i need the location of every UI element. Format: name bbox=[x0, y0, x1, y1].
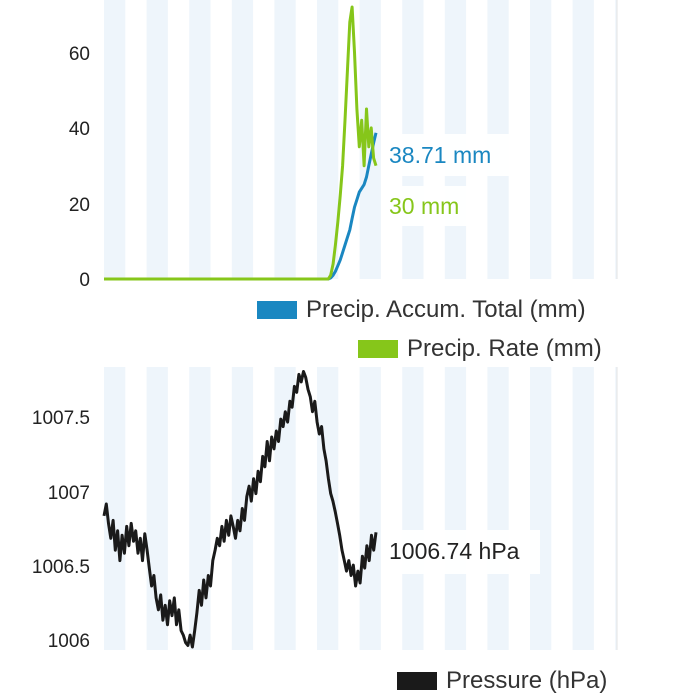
pressure-legend: Pressure (hPa) bbox=[397, 667, 607, 694]
precip-rate-series-line bbox=[104, 5, 378, 281]
legend-swatch-accum bbox=[257, 301, 297, 319]
pressure-grid-stripe bbox=[487, 367, 509, 650]
precip-grid-stripe bbox=[530, 0, 552, 279]
legend-label-accum: Precip. Accum. Total (mm) bbox=[306, 296, 586, 323]
pressure-grid-stripes bbox=[104, 367, 617, 650]
pressure-ytick-1006-5: 1006.5 bbox=[32, 557, 90, 578]
precip-ytick-60: 60 bbox=[69, 44, 90, 65]
pressure-ytick-1007-5: 1007.5 bbox=[32, 408, 90, 429]
legend-item-accum[interactable]: Precip. Accum. Total (mm) bbox=[257, 296, 586, 323]
precip-rate-callout-label: 30 mm bbox=[389, 193, 459, 219]
pressure-ytick-1006: 1006 bbox=[48, 631, 90, 652]
precip-grid-stripe bbox=[572, 0, 594, 279]
precip-grid-stripe bbox=[104, 0, 126, 279]
precip-rate-callout: 30 mm bbox=[382, 186, 476, 226]
pressure-grid-stripe bbox=[104, 367, 126, 650]
precip-ytick-0: 0 bbox=[79, 270, 90, 291]
precip-grid-stripe bbox=[231, 0, 254, 279]
precip-grid-stripe bbox=[274, 0, 296, 279]
precip-grid-stripe bbox=[146, 0, 168, 279]
legend-item-pressure[interactable]: Pressure (hPa) bbox=[397, 667, 607, 694]
pressure-grid-stripe bbox=[615, 367, 617, 650]
pressure-grid-stripe bbox=[444, 367, 467, 650]
pressure-grid-stripe bbox=[274, 367, 296, 650]
legend-swatch-pressure bbox=[397, 672, 437, 690]
pressure-callout-label: 1006.74 hPa bbox=[389, 538, 520, 564]
pressure-series-line bbox=[102, 370, 378, 649]
pressure-ytick-1007: 1007 bbox=[48, 483, 90, 504]
precip-legend: Precip. Accum. Total (mm) Precip. Rate (… bbox=[257, 296, 602, 362]
legend-swatch-rate bbox=[358, 340, 398, 358]
precip-accum-callout-label: 38.71 mm bbox=[389, 142, 491, 168]
precip-ytick-40: 40 bbox=[69, 119, 90, 140]
legend-label-rate: Precip. Rate (mm) bbox=[407, 335, 602, 362]
precip-rate-callout-bg bbox=[382, 186, 476, 226]
pressure-grid-stripe bbox=[189, 367, 211, 650]
precip-accum-callout-bg bbox=[382, 134, 512, 176]
pressure-grid-stripe bbox=[572, 367, 594, 650]
legend-label-pressure: Pressure (hPa) bbox=[446, 667, 607, 694]
legend-item-rate[interactable]: Precip. Rate (mm) bbox=[358, 335, 602, 362]
pressure-grid-stripe bbox=[402, 367, 424, 650]
pressure-chart: 1006 1006.5 1007 1007.5 1006.74 hPa Pres… bbox=[32, 367, 618, 694]
precip-accum-callout: 38.71 mm bbox=[382, 134, 512, 176]
precip-grid-stripe bbox=[189, 0, 211, 279]
pressure-grid-stripe bbox=[359, 367, 381, 650]
pressure-callout-bg bbox=[382, 530, 540, 574]
pressure-grid-stripe bbox=[530, 367, 552, 650]
pressure-callout: 1006.74 hPa bbox=[382, 530, 540, 574]
precip-grid-stripe bbox=[317, 0, 339, 279]
precip-grid-stripe bbox=[615, 0, 617, 279]
precip-chart: 0 20 40 60 38.71 mm 30 mm Precip. Accum.… bbox=[69, 0, 618, 362]
precip-ytick-20: 20 bbox=[69, 195, 90, 216]
